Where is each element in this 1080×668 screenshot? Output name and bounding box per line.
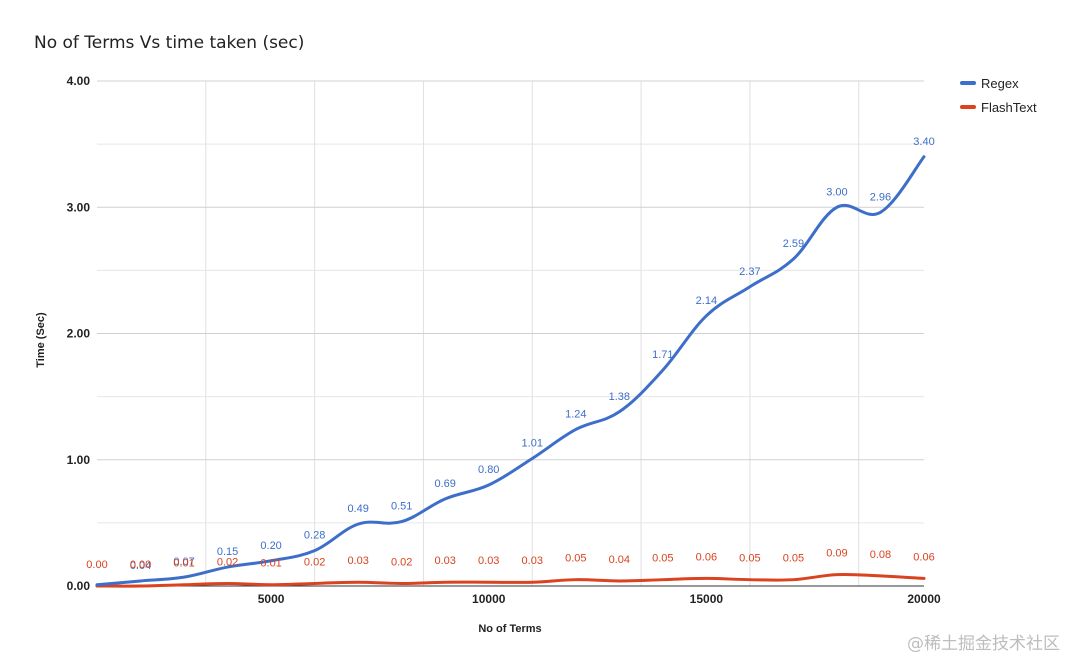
series-layer: [95, 155, 926, 588]
data-label-regex: 2.59: [783, 238, 804, 250]
x-axis-title: No of Terms: [478, 623, 541, 635]
data-label-flashtext: 0.03: [347, 555, 368, 567]
y-tick-label: 4.00: [67, 74, 91, 88]
data-label-flashtext: 0.03: [478, 555, 499, 567]
data-label-flashtext: 0.02: [217, 556, 238, 568]
x-tick-label: 5000: [258, 592, 285, 606]
data-label-flashtext: 0.05: [739, 553, 760, 565]
y-axis-title: Time (Sec): [35, 312, 47, 368]
series-line-regex: [95, 155, 926, 587]
data-label-flashtext: 0.09: [826, 548, 847, 560]
data-label-flashtext: 0.00: [86, 559, 107, 571]
data-label-flashtext: 0.03: [522, 555, 543, 567]
data-label-flashtext: 0.05: [652, 553, 673, 565]
y-tick-label: 2.00: [67, 327, 91, 341]
data-label-regex: 2.37: [739, 266, 760, 278]
x-tick-label: 10000: [472, 592, 506, 606]
y-tick-label: 1.00: [67, 453, 91, 467]
data-label-regex: 2.96: [870, 191, 891, 203]
data-label-flashtext: 0.04: [609, 554, 630, 566]
data-label-flashtext: 0.03: [434, 555, 455, 567]
data-label-flashtext: 0.02: [391, 556, 412, 568]
x-tick-label: 20000: [907, 592, 941, 606]
legend-label-flashtext: FlashText: [981, 100, 1037, 115]
data-label-regex: 3.40: [913, 136, 934, 148]
data-label-regex: 1.71: [652, 349, 673, 361]
data-label-layer: 0.04 0.07 0.15 0.20 0.28 0.49 0.51 0.69 0.80 1.01…: [86, 136, 934, 572]
data-label-regex: 0.07: [173, 556, 194, 568]
watermark: @稀土掘金技术社区: [907, 634, 1060, 654]
grid-layer: [97, 80, 924, 587]
data-label-flashtext: 0.01: [173, 558, 194, 570]
data-label-regex: 0.69: [434, 478, 455, 490]
data-label-flashtext: 0.02: [304, 556, 325, 568]
data-label-regex: 3.00: [826, 186, 847, 198]
data-label-flashtext: 0.00: [130, 559, 151, 571]
data-label-flashtext: 0.06: [913, 551, 934, 563]
series-line-flashtext: [95, 572, 926, 588]
data-label-flashtext: 0.06: [696, 551, 717, 563]
data-label-flashtext: 0.05: [783, 553, 804, 565]
legend-label-regex: Regex: [981, 76, 1019, 91]
legend: Regex FlashText: [960, 76, 1037, 115]
data-label-regex: 0.04: [130, 560, 151, 572]
data-label-regex: 1.38: [609, 391, 630, 403]
x-tick-label: 15000: [690, 592, 724, 606]
data-label-regex: 0.49: [347, 503, 368, 515]
data-label-regex: 0.15: [217, 546, 238, 558]
data-label-regex: 0.51: [391, 501, 412, 513]
data-label-regex: 0.28: [304, 530, 325, 542]
data-label-regex: 0.20: [260, 540, 281, 552]
data-label-regex: 0.80: [478, 464, 499, 476]
y-tick-label: 3.00: [67, 200, 91, 214]
axis-layer: 0.00 1.00 2.00 3.00 4.00 5000 10000 15000 20000: [67, 74, 941, 606]
data-label-regex: 1.24: [565, 408, 586, 420]
data-label-flashtext: 0.08: [870, 549, 891, 561]
data-label-regex: 2.14: [696, 295, 717, 307]
y-tick-label: 0.00: [67, 579, 91, 593]
chart-title: No of Terms Vs time taken (sec): [34, 33, 305, 53]
data-label-flashtext: 0.05: [565, 553, 586, 565]
data-label-flashtext: 0.01: [260, 558, 281, 570]
data-label-regex: 1.01: [522, 437, 543, 449]
